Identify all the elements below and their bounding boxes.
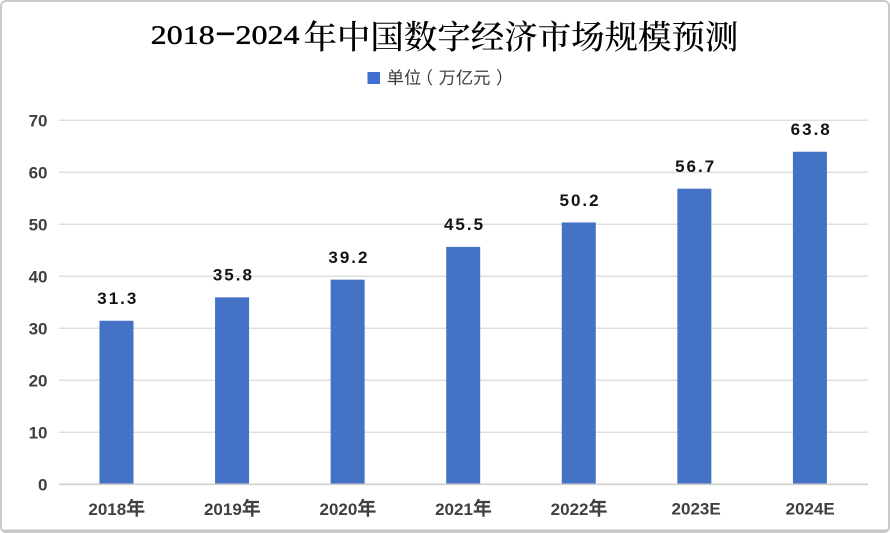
svg-text:56.7: 56.7 <box>675 157 716 176</box>
svg-text:31.3: 31.3 <box>97 289 138 308</box>
svg-text:2020: 2020 <box>320 500 358 519</box>
svg-text:20: 20 <box>29 371 48 390</box>
svg-text:40: 40 <box>29 267 48 286</box>
svg-text:63.8: 63.8 <box>791 120 832 139</box>
svg-text:0: 0 <box>38 475 47 494</box>
svg-text:10: 10 <box>29 423 48 442</box>
svg-text:30: 30 <box>29 319 48 338</box>
svg-text:2019: 2019 <box>204 500 242 519</box>
svg-text:45.5: 45.5 <box>444 215 485 234</box>
svg-text:2018: 2018 <box>88 500 126 519</box>
svg-text:2021: 2021 <box>435 500 473 519</box>
svg-text:2024E: 2024E <box>786 500 835 519</box>
svg-text:70: 70 <box>29 111 48 130</box>
svg-text:35.8: 35.8 <box>213 266 254 285</box>
svg-text:39.2: 39.2 <box>328 248 369 267</box>
svg-text:50.2: 50.2 <box>560 191 601 210</box>
svg-text:2022: 2022 <box>551 500 589 519</box>
svg-text:60: 60 <box>29 163 48 182</box>
svg-text:2023E: 2023E <box>672 500 721 519</box>
svg-text:50: 50 <box>29 215 48 234</box>
